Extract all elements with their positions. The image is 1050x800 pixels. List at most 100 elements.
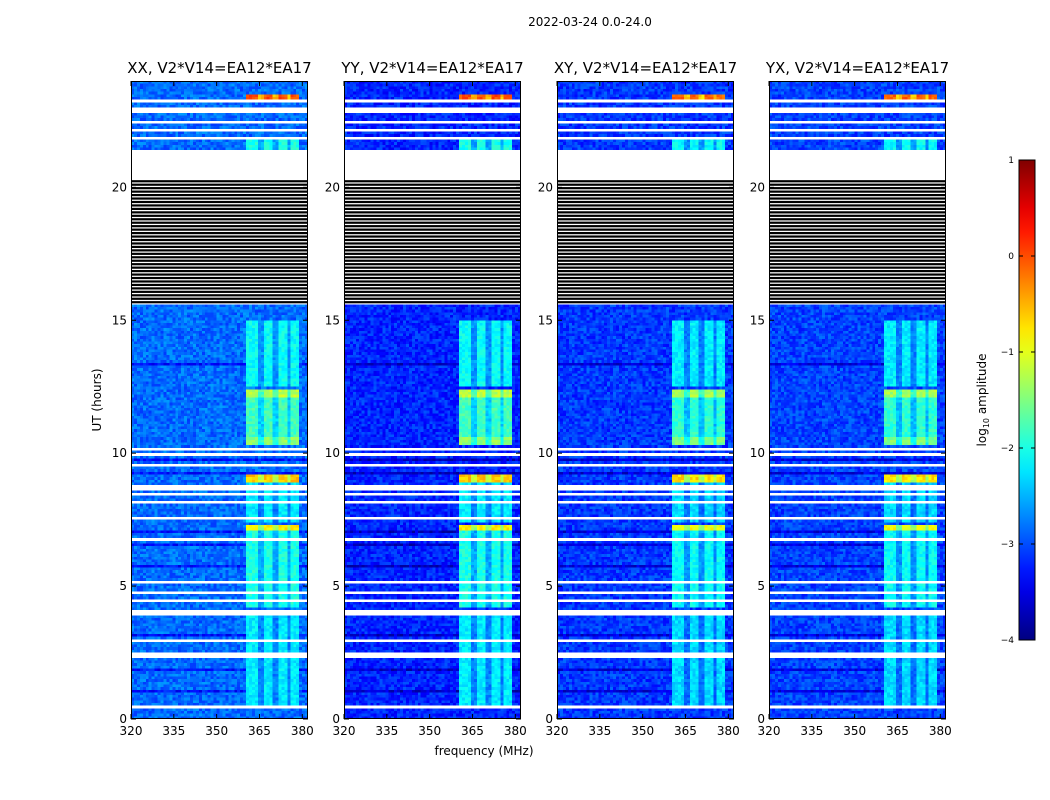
flag-stripe [131, 301, 308, 304]
y-axis-label: UT (hours) [90, 368, 104, 431]
flag-stripe [557, 276, 734, 280]
flag-stripe [344, 235, 521, 238]
flag-stripe [344, 301, 521, 304]
flag-stripe [131, 214, 308, 217]
flag-stripe [557, 242, 734, 245]
flag-stripe [131, 294, 308, 297]
flag-stripe [131, 197, 308, 200]
y-tick-label: 10 [325, 446, 340, 460]
flag-stripe [131, 228, 308, 231]
flag-stripe [769, 242, 946, 245]
flag-stripe [557, 245, 734, 249]
flag-stripe [131, 266, 308, 269]
x-tick-label: 365 [248, 724, 271, 738]
flag-stripe [769, 297, 946, 300]
flag-stripe [769, 283, 946, 287]
x-tick-label: 380 [929, 724, 952, 738]
flag-stripe [769, 290, 946, 293]
flag-stripe [131, 252, 308, 255]
flag-stripe [344, 266, 521, 269]
figure-suptitle: 2022-03-24 0.0-24.0 [528, 15, 652, 29]
flag-stripe [344, 183, 521, 186]
x-tick-label: 335 [375, 724, 398, 738]
flag-stripe [557, 238, 734, 242]
x-tick-label: 380 [717, 724, 740, 738]
flag-stripe [769, 256, 946, 259]
flag-stripe [769, 200, 946, 204]
flag-stripe [769, 294, 946, 297]
flag-stripe [344, 180, 521, 183]
flag-stripe [131, 287, 308, 290]
y-tick-label: 5 [332, 579, 340, 593]
colorbar-label: log10 amplitude [975, 354, 991, 447]
flag-stripe [131, 242, 308, 245]
flag-stripe [557, 197, 734, 200]
flag-stripe [344, 242, 521, 245]
flag-stripe [131, 211, 308, 214]
flag-stripe [344, 290, 521, 293]
x-tick-label: 365 [674, 724, 697, 738]
flag-stripe [557, 297, 734, 300]
panel-yx: YX, V2*V14=EA12*EA17 320 335 350 365 380 0 5 10 1… [750, 59, 952, 738]
flag-stripe [557, 263, 734, 266]
x-tick-label: 365 [886, 724, 909, 738]
flag-stripe [557, 183, 734, 186]
flag-stripes [344, 180, 521, 304]
flag-stripe [557, 231, 734, 235]
flag-stripe [557, 252, 734, 255]
flag-stripe [769, 228, 946, 231]
flag-stripe [557, 228, 734, 231]
flag-stripe [769, 204, 946, 207]
flag-stripe [769, 218, 946, 221]
flag-stripe [344, 252, 521, 255]
heatmap-image [344, 81, 521, 719]
flag-stripe [769, 235, 946, 238]
flag-stripe [557, 270, 734, 273]
x-tick-label: 380 [504, 724, 527, 738]
flag-stripe [131, 235, 308, 238]
heatmap-image [131, 81, 308, 719]
flag-stripe [344, 263, 521, 266]
flag-stripe [769, 207, 946, 211]
y-tick-label: 10 [112, 446, 127, 460]
y-tick-label: 20 [538, 180, 553, 194]
flag-stripe [769, 197, 946, 200]
colorbar-tick-label: 1 [1008, 156, 1014, 166]
axes-frame [769, 81, 946, 719]
flag-stripe [344, 218, 521, 221]
panel-title: XY, V2*V14=EA12*EA17 [554, 59, 737, 77]
flag-stripe [131, 283, 308, 287]
flag-stripe [769, 273, 946, 276]
flag-stripe [131, 245, 308, 249]
panels-group: XX, V2*V14=EA12*EA17 320 335 350 365 380 0 5 10 1… [112, 59, 952, 738]
flag-stripe [557, 207, 734, 211]
flag-stripe [557, 193, 734, 197]
flag-stripe [557, 225, 734, 228]
y-tick-label: 15 [112, 313, 127, 327]
flag-stripe [131, 183, 308, 186]
flag-stripe [344, 249, 521, 252]
flag-stripe [769, 249, 946, 252]
flag-stripe [344, 297, 521, 300]
flag-stripe [557, 221, 734, 224]
flag-stripe [344, 294, 521, 297]
flag-stripes [769, 180, 946, 304]
panel-title: XX, V2*V14=EA12*EA17 [127, 59, 311, 77]
flag-stripe [557, 287, 734, 290]
flag-stripe [344, 245, 521, 249]
flag-stripe [769, 193, 946, 197]
flag-stripe [557, 214, 734, 217]
flag-stripe [344, 228, 521, 231]
flag-stripe [769, 187, 946, 190]
flag-stripe [131, 204, 308, 207]
colorbar-label-suffix: amplitude [975, 354, 989, 418]
flag-stripe [769, 183, 946, 186]
flag-stripe [344, 273, 521, 276]
flag-stripe [769, 238, 946, 242]
flag-stripe [557, 256, 734, 259]
flag-stripe [769, 211, 946, 214]
ylabel-group: UT (hours) [90, 368, 104, 431]
flag-stripe [344, 287, 521, 290]
flag-stripe [769, 252, 946, 255]
